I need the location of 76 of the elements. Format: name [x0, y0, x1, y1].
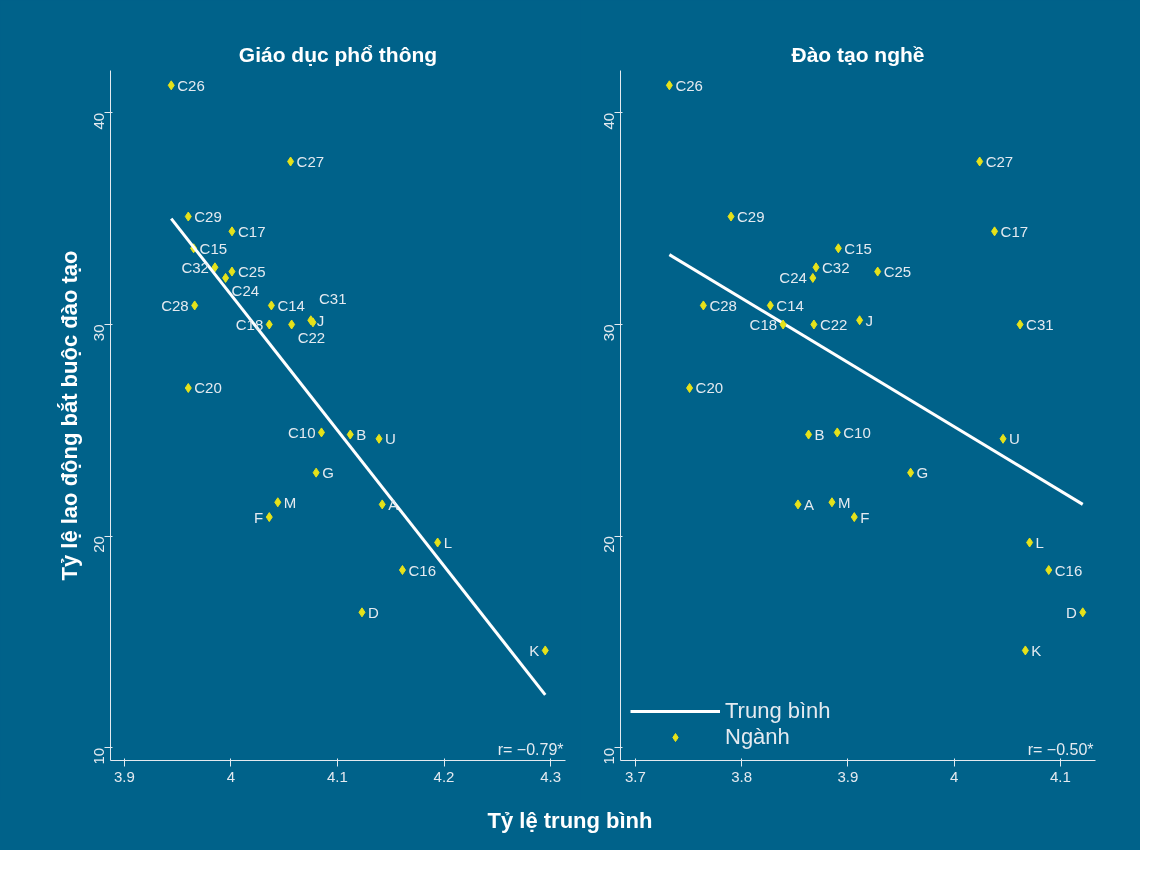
annotation: C20 — [194, 379, 222, 397]
annotation: C25 — [883, 263, 912, 281]
annotation: r= −0.50* — [1027, 740, 1094, 758]
y-tick-label: 30 — [600, 324, 618, 342]
x-tick-label: 3.9 — [837, 767, 859, 785]
annotation: C10 — [287, 423, 316, 441]
annotation: C14 — [277, 296, 305, 314]
annotation: F — [254, 508, 264, 526]
chart-title: Đào tạo nghề — [791, 42, 925, 66]
annotation: G — [322, 464, 334, 482]
annotation: C15 — [199, 239, 228, 257]
chart-title: Giáo dục phổ thông — [238, 42, 438, 66]
annotation: J — [865, 311, 874, 329]
annotation: U — [385, 430, 396, 448]
annotation: C14 — [776, 296, 804, 314]
x-tick-label: 4 — [226, 767, 236, 785]
x-tick-label: 3.7 — [624, 767, 646, 785]
y-tick-label: 30 — [90, 324, 108, 342]
annotation: C28 — [161, 296, 189, 314]
annotation: C17 — [1000, 222, 1029, 240]
annotation: C16 — [1054, 561, 1083, 579]
annotation: J — [316, 311, 325, 329]
y-tick-label: 10 — [90, 747, 108, 765]
x-tick-label: 3.8 — [731, 767, 753, 785]
x-tick-label: 4.1 — [1050, 767, 1071, 785]
annotation: r= −0.79* — [497, 740, 564, 758]
annotation: U — [1009, 430, 1020, 448]
annotation: B — [814, 426, 825, 444]
annotation: K — [1031, 641, 1042, 659]
annotation: K — [529, 641, 540, 659]
annotation: L — [1035, 533, 1044, 551]
annotation: C18 — [749, 315, 778, 333]
annotation: C25 — [237, 263, 266, 281]
annotation: C22 — [297, 328, 326, 346]
y-tick-label: 40 — [90, 112, 108, 130]
x-tick-label: 4.1 — [327, 767, 348, 785]
annotation: A — [803, 495, 814, 513]
annotation: C20 — [695, 379, 724, 397]
annotation: D — [1065, 603, 1077, 621]
annotation: C27 — [985, 153, 1014, 171]
annotation: F — [860, 508, 870, 526]
annotation: C24 — [779, 269, 807, 287]
x-tick-label: 4.2 — [433, 767, 455, 785]
y-tick-label: 10 — [600, 747, 618, 765]
annotation: D — [367, 603, 379, 621]
x-tick-label: 4 — [950, 767, 959, 785]
annotation: C29 — [737, 208, 765, 226]
x-tick-label: 4.3 — [540, 767, 562, 785]
annotation: C15 — [844, 239, 872, 257]
annotation: C22 — [819, 315, 848, 333]
y-tick-label: 20 — [600, 536, 618, 553]
x-tick-label: 3.9 — [113, 767, 135, 785]
y-axis-title: Tỷ lệ lao động bắt buộc đào tạo — [56, 250, 82, 581]
annotation: M — [283, 493, 297, 511]
y-tick-label: 40 — [600, 112, 618, 130]
annotation: C16 — [408, 561, 436, 579]
annotation: C26 — [675, 76, 703, 94]
annotation: C17 — [237, 222, 266, 240]
annotation: C32 — [822, 258, 850, 276]
annotation: C10 — [843, 423, 871, 441]
annotation: C32 — [181, 258, 209, 276]
annotation: B — [356, 426, 367, 444]
annotation: C31 — [318, 289, 347, 307]
x-axis-title: Tỷ lệ trung bình — [487, 807, 653, 835]
legend-label: Ngành — [725, 724, 790, 750]
legend-label: Trung bình — [725, 698, 831, 724]
y-tick-label: 20 — [90, 536, 108, 553]
annotation: C24 — [231, 282, 260, 300]
annotation: L — [443, 533, 452, 551]
annotation: C31 — [1026, 315, 1054, 333]
annotation: C29 — [194, 208, 222, 226]
annotation: C26 — [177, 76, 205, 94]
annotation: C28 — [709, 296, 737, 314]
annotation: G — [916, 464, 929, 482]
annotation: C27 — [296, 153, 325, 171]
annotation: M — [837, 493, 851, 511]
